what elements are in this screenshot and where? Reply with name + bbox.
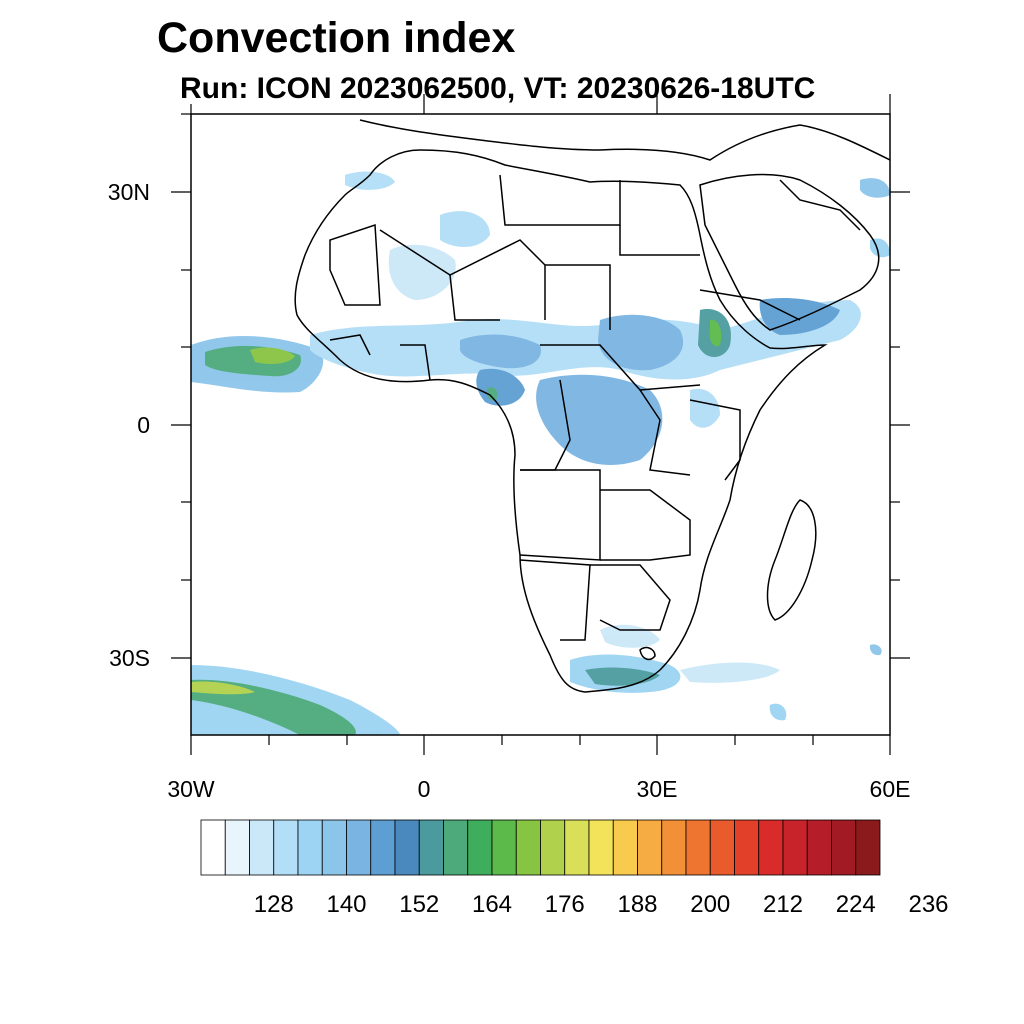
lat-label-30n: 30N bbox=[107, 179, 150, 205]
lon-label-60e: 60E bbox=[869, 776, 911, 802]
page-title: Convection index bbox=[157, 14, 516, 62]
colorbar-label: 188 bbox=[617, 891, 657, 918]
colorbar-label: 224 bbox=[836, 891, 876, 918]
lat-ticks bbox=[171, 113, 910, 659]
map-plot bbox=[171, 94, 910, 755]
colorbar-swatch bbox=[855, 819, 881, 876]
lon-label-30w: 30W bbox=[167, 776, 215, 802]
colorbar-swatch bbox=[346, 819, 372, 876]
colorbar-swatch bbox=[758, 819, 784, 876]
lon-ticks bbox=[190, 94, 891, 755]
colorbar-swatch bbox=[661, 819, 687, 876]
colorbar-swatch bbox=[831, 819, 857, 876]
colorbar-label: 200 bbox=[690, 891, 730, 918]
colorbar-swatch bbox=[273, 819, 299, 876]
colorbar-swatch bbox=[224, 819, 250, 876]
colorbar-label: 128 bbox=[254, 891, 294, 918]
colorbar-swatch bbox=[418, 819, 444, 876]
colorbar-swatch bbox=[612, 819, 638, 876]
colorbar-label: 212 bbox=[763, 891, 803, 918]
colorbar-swatch bbox=[709, 819, 735, 876]
lat-label-30s: 30S bbox=[109, 645, 150, 671]
colorbar-swatch bbox=[467, 819, 493, 876]
colorbar-swatch bbox=[249, 819, 275, 876]
colorbar-swatch bbox=[297, 819, 323, 876]
colorbar-swatch bbox=[321, 819, 347, 876]
lon-label-0: 0 bbox=[417, 776, 431, 802]
colorbar-swatch bbox=[806, 819, 832, 876]
colorbar-swatch bbox=[394, 819, 420, 876]
colorbar-swatch bbox=[540, 819, 566, 876]
coastlines bbox=[294, 119, 891, 693]
convection-field bbox=[191, 171, 890, 735]
colorbar-swatch bbox=[564, 819, 590, 876]
page-subtitle: Run: ICON 2023062500, VT: 20230626-18UTC bbox=[180, 72, 816, 105]
lon-label-30e: 30E bbox=[636, 776, 678, 802]
colorbar-swatch bbox=[515, 819, 541, 876]
colorbar-label: 140 bbox=[326, 891, 366, 918]
colorbar-label: 152 bbox=[399, 891, 439, 918]
colorbar-label: 176 bbox=[545, 891, 585, 918]
colorbar-swatch bbox=[782, 819, 808, 876]
lat-label-0: 0 bbox=[137, 412, 150, 438]
colorbar-swatch bbox=[685, 819, 711, 876]
colorbar-swatch bbox=[637, 819, 663, 876]
colorbar-swatch bbox=[370, 819, 396, 876]
colorbar: 128 140 152 164 176 188 200 212 224 236 bbox=[200, 819, 949, 918]
colorbar-label: 236 bbox=[908, 891, 948, 918]
colorbar-swatch bbox=[491, 819, 517, 876]
colorbar-swatch bbox=[734, 819, 760, 876]
colorbar-swatch bbox=[588, 819, 614, 876]
colorbar-label: 164 bbox=[472, 891, 512, 918]
colorbar-swatch bbox=[200, 819, 226, 876]
colorbar-swatch bbox=[443, 819, 469, 876]
